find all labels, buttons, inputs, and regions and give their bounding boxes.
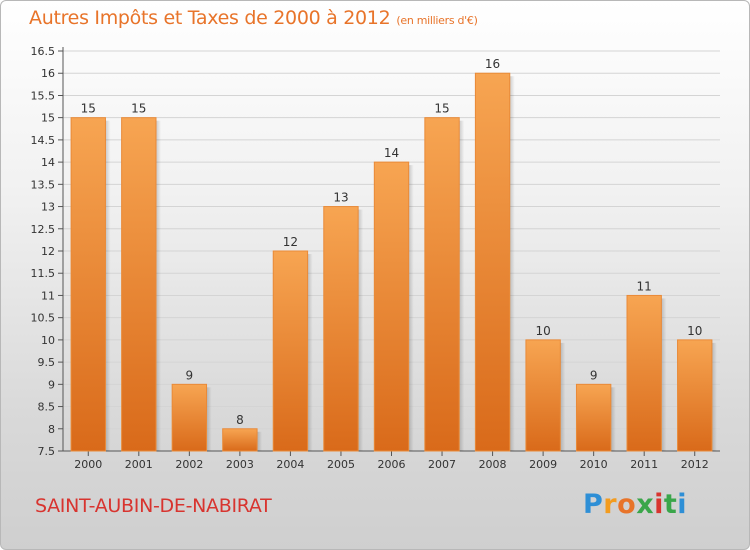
- x-tick-label: 2000: [74, 458, 102, 471]
- bar-shadow: [307, 254, 313, 451]
- bar: [626, 294, 662, 452]
- logo-letter: i: [654, 489, 664, 520]
- chart-title-text: Autres Impôts et Taxes de 2000 à 2012: [29, 7, 391, 29]
- bar-shadow: [509, 76, 515, 451]
- value-label: 9: [590, 368, 598, 382]
- logo-letter: o: [617, 489, 637, 520]
- logo-letter: t: [663, 489, 678, 520]
- logo-letter: P: [583, 489, 604, 520]
- bar-shadow: [560, 342, 566, 451]
- value-label: 10: [687, 324, 702, 338]
- y-tick-label: 16.5: [31, 45, 56, 58]
- bar-shadow: [105, 120, 111, 452]
- x-tick-label: 2002: [175, 458, 203, 471]
- y-tick-labels: 7.5 8 8.5 9 9.5 10 10.5 11 11.5 12 12.5 13 13.5 14 14.…: [31, 45, 56, 458]
- y-tick-label: 8.5: [38, 401, 56, 414]
- y-tick-label: 9.5: [38, 356, 56, 369]
- y-tick-label: 12.5: [31, 223, 56, 236]
- y-tick-label: 10: [41, 334, 55, 347]
- value-label: 11: [637, 279, 652, 293]
- bar: [323, 206, 359, 452]
- x-tick-label: 2004: [276, 458, 304, 471]
- x-tick-label: 2003: [226, 458, 254, 471]
- bar-shadow: [459, 120, 465, 452]
- value-label: 8: [236, 413, 244, 427]
- value-label: 14: [384, 146, 399, 160]
- y-tick-label: 15.5: [31, 89, 56, 102]
- bar: [525, 339, 561, 452]
- y-tick-label: 9: [48, 378, 55, 391]
- y-tick-label: 16: [41, 67, 55, 80]
- bar: [121, 117, 157, 452]
- value-labels: 15 15 9 8 12 13 14 15 16 10 9 11 10: [81, 57, 703, 427]
- x-tick-labels: 2000 2001 2002 2003 2004 2005 2006 2007 2008 2009…: [74, 458, 708, 471]
- bar-shadow: [408, 165, 414, 451]
- bar: [373, 161, 410, 452]
- bar: [677, 339, 713, 452]
- value-label: 15: [434, 102, 449, 116]
- logo-letter: i: [677, 489, 688, 520]
- bar: [424, 117, 460, 452]
- value-label: 10: [535, 324, 550, 338]
- x-tick-label: 2007: [428, 458, 456, 471]
- y-tick-label: 15: [41, 112, 55, 125]
- x-tick-label: 2010: [580, 458, 608, 471]
- y-tick-label: 11.5: [31, 267, 56, 280]
- chart-title: Autres Impôts et Taxes de 2000 à 2012 (en…: [29, 7, 478, 29]
- bar: [474, 72, 511, 452]
- bar-shadow: [711, 342, 717, 451]
- bar: [222, 428, 258, 452]
- x-tick-label: 2006: [378, 458, 406, 471]
- value-label: 13: [333, 191, 348, 205]
- y-tick-label: 13.5: [31, 178, 56, 191]
- x-tick-label: 2011: [630, 458, 658, 471]
- bar: [70, 117, 106, 452]
- bar-shadow: [661, 298, 667, 451]
- bars: [70, 72, 717, 452]
- y-tick-label: 11: [41, 289, 55, 302]
- bar: [272, 250, 309, 452]
- value-label: 16: [485, 57, 500, 71]
- bar-shadow: [206, 387, 212, 451]
- y-tick-label: 14: [41, 156, 55, 169]
- logo-letter: r: [603, 489, 618, 520]
- x-tick-label: 2005: [327, 458, 355, 471]
- proxiti-logo: Proxiti: [583, 489, 687, 520]
- bar-shadow: [155, 120, 161, 452]
- y-tick-label: 13: [41, 201, 55, 214]
- logo-letter: x: [636, 489, 655, 520]
- y-tick-label: 10.5: [31, 312, 56, 325]
- x-tick-label: 2012: [681, 458, 709, 471]
- commune-name: SAINT-AUBIN-DE-NABIRAT: [35, 495, 272, 517]
- chart-unit-label: (en milliers d'€): [396, 14, 478, 27]
- y-tick-label: 7.5: [38, 445, 56, 458]
- y-tick-label: 12: [41, 245, 55, 258]
- x-tick-label: 2008: [479, 458, 507, 471]
- bar-shadow: [610, 387, 616, 451]
- y-tick-label: 8: [48, 423, 55, 436]
- x-tick-label: 2001: [125, 458, 153, 471]
- value-label: 15: [81, 102, 96, 116]
- value-label: 15: [131, 102, 146, 116]
- bar-shadow: [257, 431, 263, 451]
- bar: [171, 383, 208, 452]
- y-tick-label: 14.5: [31, 134, 56, 147]
- value-label: 9: [186, 368, 194, 382]
- bar: [575, 383, 612, 452]
- bar-shadow: [358, 209, 364, 451]
- value-label: 12: [283, 235, 298, 249]
- x-tick-label: 2009: [529, 458, 557, 471]
